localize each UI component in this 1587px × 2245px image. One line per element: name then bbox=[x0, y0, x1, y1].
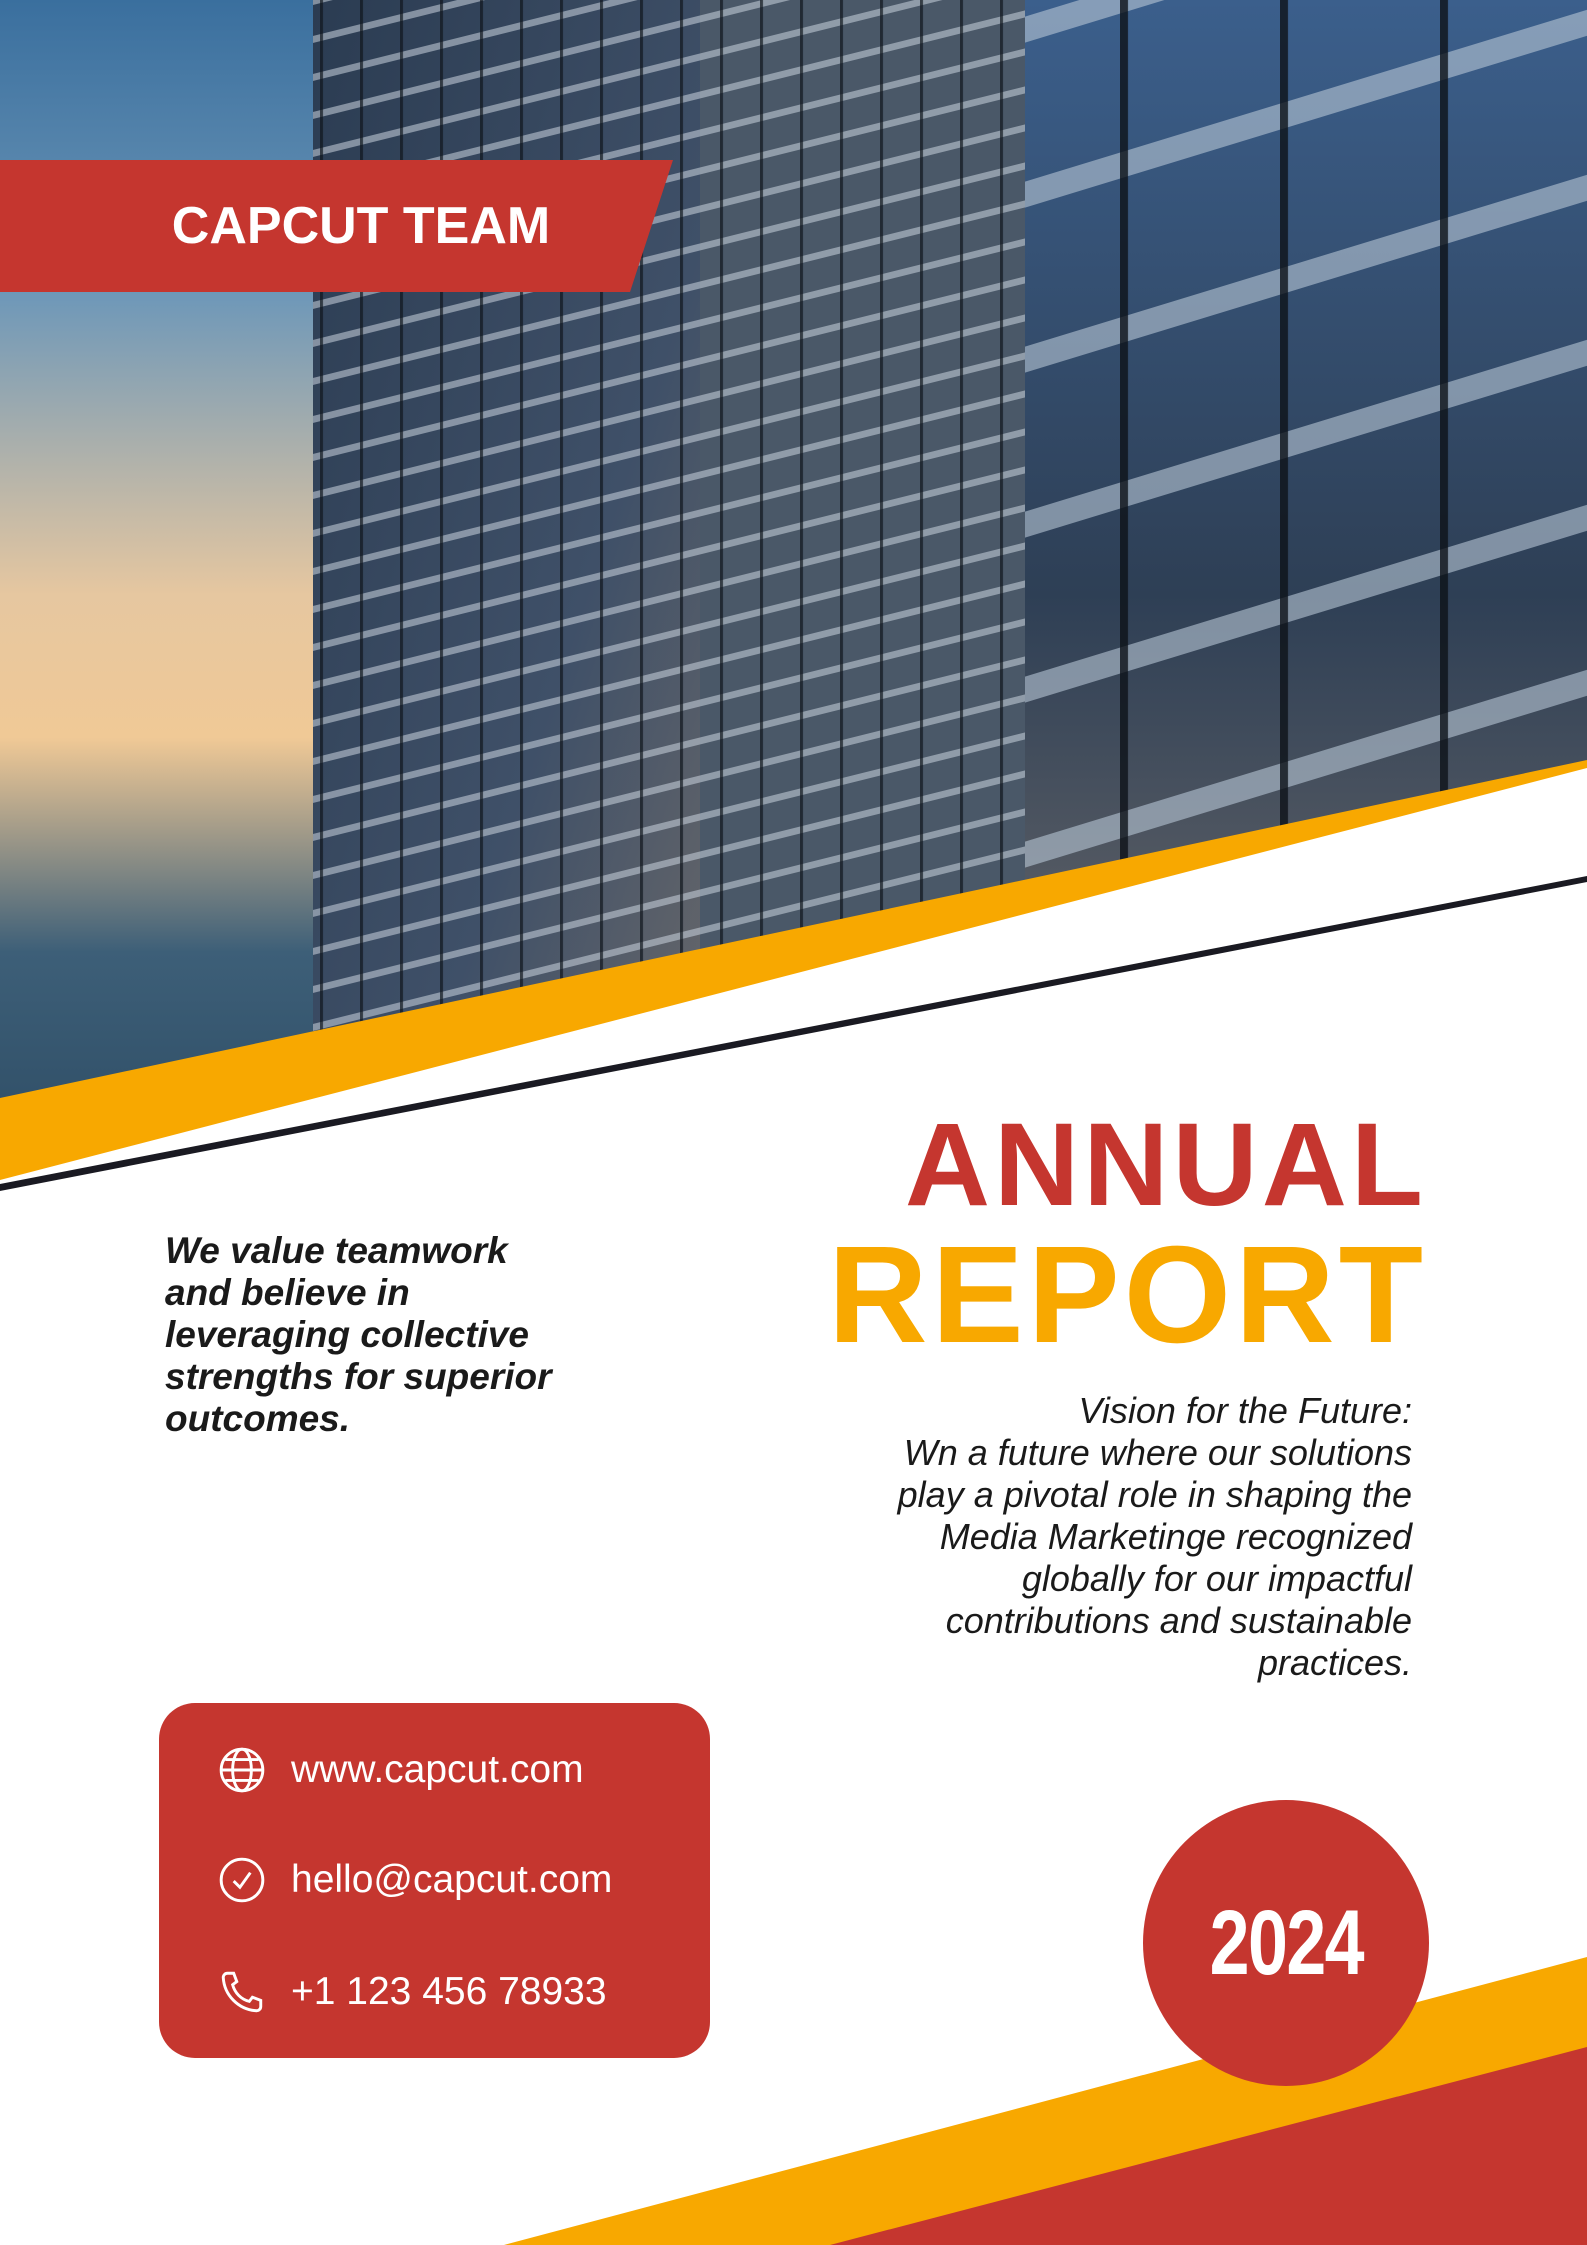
vision-line: Wn a future where our solutions bbox=[903, 1432, 1412, 1473]
vision-line: Vision for the Future: bbox=[1078, 1390, 1412, 1431]
vision-statement: Vision for the Future: Wn a future where… bbox=[712, 1390, 1412, 1684]
contact-website[interactable]: www.capcut.com bbox=[217, 1740, 584, 1800]
tagline-line: leveraging collective bbox=[165, 1314, 530, 1355]
contact-email[interactable]: hello@capcut.com bbox=[217, 1850, 612, 1910]
vision-line: Media Marketinge recognized bbox=[939, 1516, 1412, 1557]
contact-phone[interactable]: +1 123 456 78933 bbox=[217, 1962, 607, 2022]
phone-icon bbox=[221, 1971, 263, 2013]
vision-line: play a pivotal role in shaping the bbox=[897, 1474, 1412, 1515]
vision-line: contributions and sustainable bbox=[945, 1600, 1412, 1641]
vision-line: practices. bbox=[1257, 1642, 1412, 1683]
tagline-line: strengths for superior bbox=[165, 1356, 552, 1397]
contact-box: www.capcut.com hello@capcut.com +1 123 4… bbox=[159, 1703, 710, 2058]
phone-number[interactable]: +1 123 456 78933 bbox=[291, 1970, 607, 2013]
check-circle-icon bbox=[219, 1857, 265, 1903]
website-link[interactable]: www.capcut.com bbox=[291, 1748, 584, 1791]
tagline-line: We value teamwork bbox=[165, 1230, 508, 1271]
tagline-line: and believe in bbox=[165, 1272, 410, 1313]
tagline-text: We value teamwork and believe in leverag… bbox=[165, 1230, 685, 1440]
team-banner-label: CAPCUT TEAM bbox=[171, 197, 551, 255]
vision-line: globally for our impactful bbox=[1021, 1558, 1412, 1599]
globe-icon bbox=[219, 1747, 265, 1793]
title-annual: ANNUAL bbox=[904, 1099, 1427, 1231]
year-badge: 2024 bbox=[1143, 1800, 1429, 2086]
email-link[interactable]: hello@capcut.com bbox=[291, 1858, 613, 1901]
year-text: 2024 bbox=[1209, 1891, 1364, 1994]
team-banner bbox=[0, 160, 673, 292]
title-report: REPORT bbox=[827, 1218, 1427, 1372]
tagline-line: outcomes. bbox=[165, 1398, 351, 1439]
